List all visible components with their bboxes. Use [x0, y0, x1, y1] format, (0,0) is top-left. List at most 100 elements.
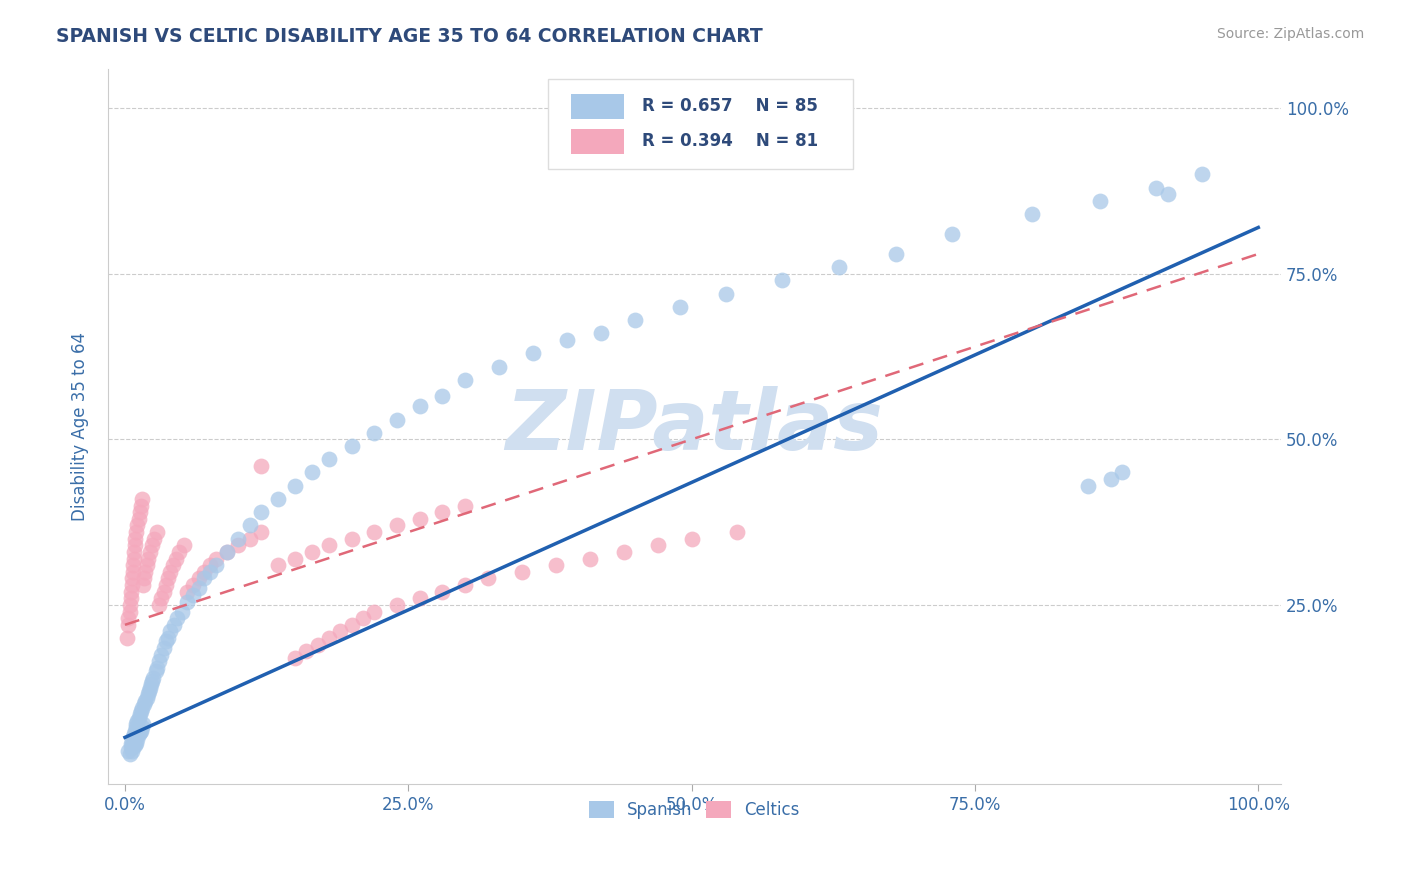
Point [125, 736, 148, 750]
Text: Source: ZipAtlas.com: Source: ZipAtlas.com [1216, 27, 1364, 41]
Point [301, 466, 323, 480]
Point [125, 525, 148, 540]
Point [363, 425, 385, 440]
Point [162, 558, 184, 573]
Point [139, 677, 162, 691]
Point [1144, 180, 1167, 194]
Point [408, 399, 430, 413]
Point [142, 671, 165, 685]
Point [318, 538, 340, 552]
Text: R = 0.394    N = 81: R = 0.394 N = 81 [641, 133, 818, 151]
Point [669, 300, 692, 314]
FancyBboxPatch shape [548, 79, 853, 169]
Point [145, 661, 167, 675]
Bar [571, 129, 624, 154]
Point [176, 594, 198, 608]
Point [239, 518, 262, 533]
Point [318, 452, 340, 467]
Point [589, 326, 612, 341]
Point [329, 624, 352, 639]
Point [128, 710, 150, 724]
Point [884, 247, 907, 261]
Point [128, 727, 150, 741]
Point [122, 740, 145, 755]
Point [155, 578, 177, 592]
Point [352, 611, 374, 625]
Point [181, 578, 204, 592]
Point [117, 617, 139, 632]
Point [363, 605, 385, 619]
Point [408, 512, 430, 526]
Point [152, 640, 174, 655]
Point [122, 545, 145, 559]
Point [1191, 168, 1213, 182]
Point [136, 551, 159, 566]
Point [150, 591, 173, 606]
Point [284, 479, 307, 493]
Point [143, 532, 166, 546]
Point [141, 674, 163, 689]
Point [138, 684, 160, 698]
Point [134, 698, 156, 712]
Point [544, 558, 567, 573]
Point [127, 714, 149, 728]
Point [134, 565, 156, 579]
Point [267, 491, 290, 506]
Legend: Spanish, Celtics: Spanish, Celtics [582, 794, 807, 825]
Point [121, 744, 143, 758]
Point [510, 565, 533, 579]
Point [1021, 207, 1043, 221]
Point [122, 551, 145, 566]
Point [157, 571, 180, 585]
Point [340, 617, 363, 632]
Point [488, 359, 510, 374]
Point [1111, 466, 1133, 480]
Point [187, 571, 209, 585]
Point [118, 605, 141, 619]
Point [124, 538, 146, 552]
Point [128, 512, 150, 526]
Point [120, 584, 142, 599]
Point [432, 584, 454, 599]
Point [228, 532, 250, 546]
Point [187, 582, 209, 596]
Point [432, 389, 454, 403]
Point [204, 551, 226, 566]
Point [267, 558, 290, 573]
Point [145, 664, 167, 678]
Point [1156, 187, 1178, 202]
Point [124, 739, 146, 753]
Point [363, 525, 385, 540]
Point [578, 551, 600, 566]
Point [163, 617, 186, 632]
Point [128, 707, 150, 722]
Point [828, 260, 851, 275]
Point [121, 571, 143, 585]
Point [228, 538, 250, 552]
Point [681, 532, 703, 546]
Point [169, 545, 191, 559]
Point [117, 611, 139, 625]
Point [117, 744, 139, 758]
Point [198, 565, 221, 579]
Point [295, 644, 318, 658]
Point [250, 505, 273, 519]
Point [132, 578, 155, 592]
Point [250, 525, 273, 540]
Point [118, 747, 141, 761]
Point [714, 286, 737, 301]
Point [139, 545, 162, 559]
Point [408, 591, 430, 606]
Point [166, 611, 188, 625]
Point [385, 518, 408, 533]
Point [129, 704, 152, 718]
Point [134, 571, 156, 585]
Point [118, 598, 141, 612]
Point [165, 551, 187, 566]
Point [284, 551, 307, 566]
Point [135, 690, 157, 705]
Point [250, 458, 273, 473]
Point [1088, 194, 1111, 208]
Point [340, 532, 363, 546]
Point [340, 439, 363, 453]
